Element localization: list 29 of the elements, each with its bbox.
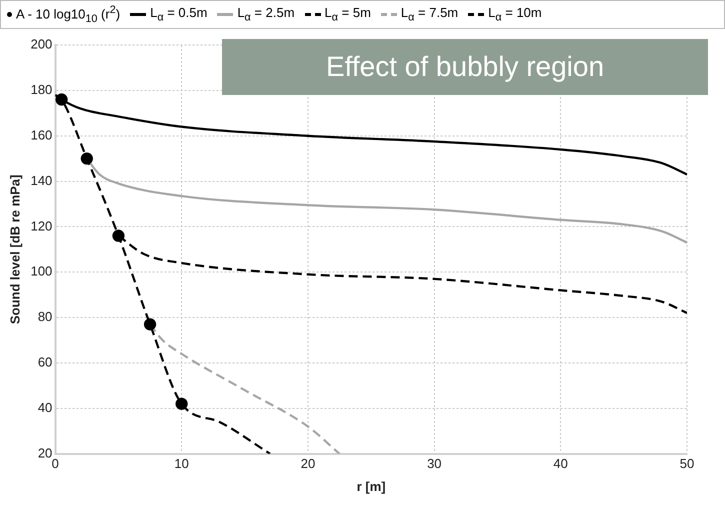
y-tick-label: 200 — [30, 36, 52, 52]
y-tick-label: 140 — [30, 172, 52, 188]
point — [112, 230, 125, 242]
y-tick-label: 160 — [30, 127, 52, 142]
legend-label: L$_{α}$ = 0.5m — [150, 5, 208, 24]
y-tick-label: 20 — [38, 445, 52, 460]
legend-label: L$_{α}$ = 7.5m — [400, 5, 458, 24]
point — [56, 93, 68, 106]
x-axis-title: r [m] — [356, 478, 386, 494]
x-tick-label: 40 — [553, 456, 568, 472]
x-tick-label: 20 — [300, 456, 316, 472]
point — [176, 398, 188, 410]
y-tick-label: 60 — [38, 354, 52, 370]
point — [144, 318, 156, 330]
y-tick-label: 100 — [30, 264, 52, 279]
legend-label: L$_{α}$ = 2.5m — [237, 5, 295, 24]
x-tick-label: 0 — [52, 456, 59, 472]
y-tick-label: 180 — [30, 82, 52, 97]
legend-label: A - 10 log10$_{10}$ (r$^{2}$) — [16, 4, 120, 25]
y-tick-label: 120 — [30, 218, 52, 234]
x-tick-label: 30 — [427, 456, 442, 472]
point — [80, 152, 93, 165]
y-tick-label: 80 — [38, 309, 52, 324]
legend-label: L$_{α}$ = 5m — [324, 5, 371, 24]
y-axis-title: Sound level [dB re mPa] — [7, 174, 22, 324]
legend-label: L$_{α}$ = 10m — [488, 5, 542, 24]
y-tick-label: 40 — [38, 400, 52, 415]
x-tick-label: 10 — [174, 456, 189, 472]
x-tick-label: 50 — [680, 456, 694, 472]
